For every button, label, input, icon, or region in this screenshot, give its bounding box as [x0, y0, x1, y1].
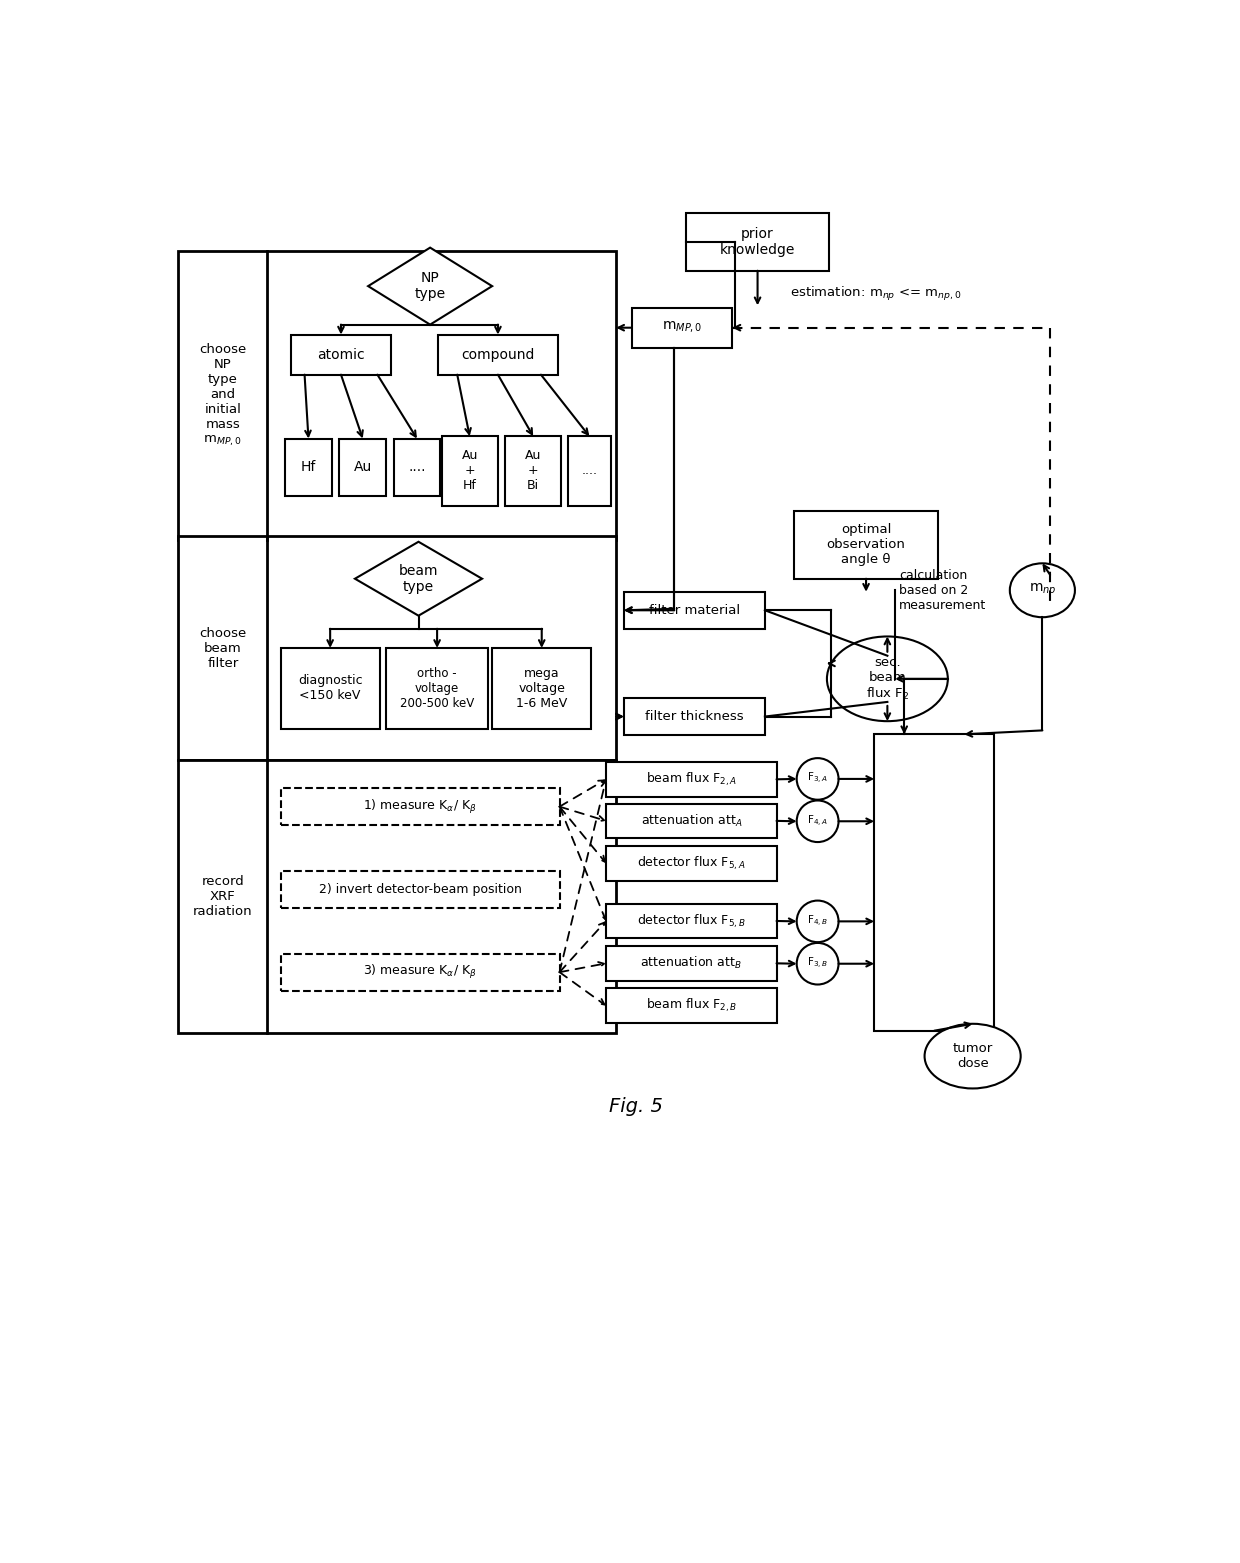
- Text: record
XRF
radiation: record XRF radiation: [193, 875, 253, 917]
- Text: NP
type: NP type: [414, 270, 445, 302]
- FancyBboxPatch shape: [631, 308, 733, 347]
- FancyBboxPatch shape: [280, 953, 559, 991]
- FancyBboxPatch shape: [606, 763, 776, 797]
- FancyBboxPatch shape: [624, 699, 765, 735]
- FancyBboxPatch shape: [394, 439, 440, 497]
- Text: choose
NP
type
and
initial
mass
m$_{MP,0}$: choose NP type and initial mass m$_{MP,0…: [200, 344, 247, 449]
- FancyBboxPatch shape: [606, 988, 776, 1024]
- Text: beam
type: beam type: [399, 564, 438, 594]
- Text: beam flux F$_{2,B}$: beam flux F$_{2,B}$: [646, 997, 737, 1014]
- Text: m$_{np}$: m$_{np}$: [1029, 581, 1056, 599]
- Text: atomic: atomic: [317, 347, 365, 361]
- Text: ....: ....: [582, 464, 598, 477]
- FancyBboxPatch shape: [285, 439, 332, 497]
- Ellipse shape: [1009, 563, 1075, 617]
- Text: filter thickness: filter thickness: [645, 710, 744, 724]
- Text: diagnostic
<150 keV: diagnostic <150 keV: [298, 675, 362, 702]
- Text: F$_{4,A}$: F$_{4,A}$: [807, 814, 828, 828]
- Polygon shape: [368, 247, 492, 325]
- Text: attenuation att$_A$: attenuation att$_A$: [641, 813, 742, 828]
- FancyBboxPatch shape: [606, 946, 776, 980]
- FancyBboxPatch shape: [606, 846, 776, 880]
- FancyBboxPatch shape: [874, 735, 994, 1030]
- Text: optimal
observation
angle θ: optimal observation angle θ: [827, 524, 905, 566]
- FancyBboxPatch shape: [340, 439, 386, 497]
- Text: 2) invert detector-beam position: 2) invert detector-beam position: [319, 883, 522, 896]
- Text: mega
voltage
1-6 MeV: mega voltage 1-6 MeV: [516, 667, 568, 710]
- Text: F$_{4,B}$: F$_{4,B}$: [807, 914, 828, 928]
- Text: Au
+
Hf: Au + Hf: [461, 450, 477, 492]
- FancyBboxPatch shape: [568, 436, 611, 505]
- FancyBboxPatch shape: [280, 649, 379, 728]
- Text: detector flux F$_{5,A}$: detector flux F$_{5,A}$: [637, 855, 745, 872]
- Text: Au: Au: [353, 461, 372, 475]
- FancyBboxPatch shape: [280, 788, 559, 825]
- Text: 1) measure K$_{\alpha}$/ K$_{\beta}$: 1) measure K$_{\alpha}$/ K$_{\beta}$: [363, 797, 477, 816]
- Text: detector flux F$_{5,B}$: detector flux F$_{5,B}$: [637, 913, 745, 930]
- Text: sec.
beam
flux F$_2$: sec. beam flux F$_2$: [866, 655, 909, 702]
- Text: attenuation att$_B$: attenuation att$_B$: [641, 955, 742, 971]
- Ellipse shape: [796, 900, 838, 942]
- Ellipse shape: [796, 800, 838, 842]
- Text: 3) measure K$_{\alpha}$/ K$_{\beta}$: 3) measure K$_{\alpha}$/ K$_{\beta}$: [363, 963, 477, 982]
- Ellipse shape: [827, 636, 947, 721]
- Text: Fig. 5: Fig. 5: [609, 1097, 662, 1116]
- Text: beam flux F$_{2,A}$: beam flux F$_{2,A}$: [646, 771, 737, 788]
- Text: Hf: Hf: [301, 461, 316, 475]
- Text: Au
+
Bi: Au + Bi: [525, 450, 542, 492]
- Text: prior
knowledge: prior knowledge: [720, 227, 795, 256]
- FancyBboxPatch shape: [686, 213, 830, 270]
- FancyBboxPatch shape: [441, 436, 497, 505]
- FancyBboxPatch shape: [179, 536, 616, 760]
- Text: ....: ....: [408, 461, 425, 475]
- Text: tumor
dose: tumor dose: [952, 1043, 993, 1071]
- Ellipse shape: [925, 1024, 1021, 1088]
- FancyBboxPatch shape: [438, 334, 558, 375]
- Text: F$_{3,B}$: F$_{3,B}$: [807, 957, 828, 971]
- Text: calculation
based on 2
measurement: calculation based on 2 measurement: [899, 569, 986, 611]
- FancyBboxPatch shape: [795, 511, 937, 578]
- Text: m$_{MP,0}$: m$_{MP,0}$: [662, 320, 702, 334]
- FancyBboxPatch shape: [492, 649, 591, 728]
- FancyBboxPatch shape: [179, 760, 616, 1033]
- FancyBboxPatch shape: [386, 649, 489, 728]
- FancyBboxPatch shape: [290, 334, 392, 375]
- Text: estimation: m$_{np}$ <= m$_{np,0}$: estimation: m$_{np}$ <= m$_{np,0}$: [790, 284, 961, 303]
- FancyBboxPatch shape: [606, 803, 776, 838]
- FancyBboxPatch shape: [280, 871, 559, 908]
- FancyBboxPatch shape: [624, 592, 765, 628]
- Polygon shape: [355, 542, 482, 616]
- Text: filter material: filter material: [649, 603, 740, 617]
- Ellipse shape: [796, 942, 838, 985]
- Ellipse shape: [796, 758, 838, 800]
- Text: compound: compound: [461, 347, 534, 361]
- FancyBboxPatch shape: [606, 903, 776, 938]
- Text: choose
beam
filter: choose beam filter: [200, 627, 247, 669]
- Text: ortho -
voltage
200-500 keV: ortho - voltage 200-500 keV: [401, 667, 474, 710]
- FancyBboxPatch shape: [506, 436, 560, 505]
- FancyBboxPatch shape: [179, 252, 616, 541]
- Text: F$_{3,A}$: F$_{3,A}$: [807, 772, 828, 786]
